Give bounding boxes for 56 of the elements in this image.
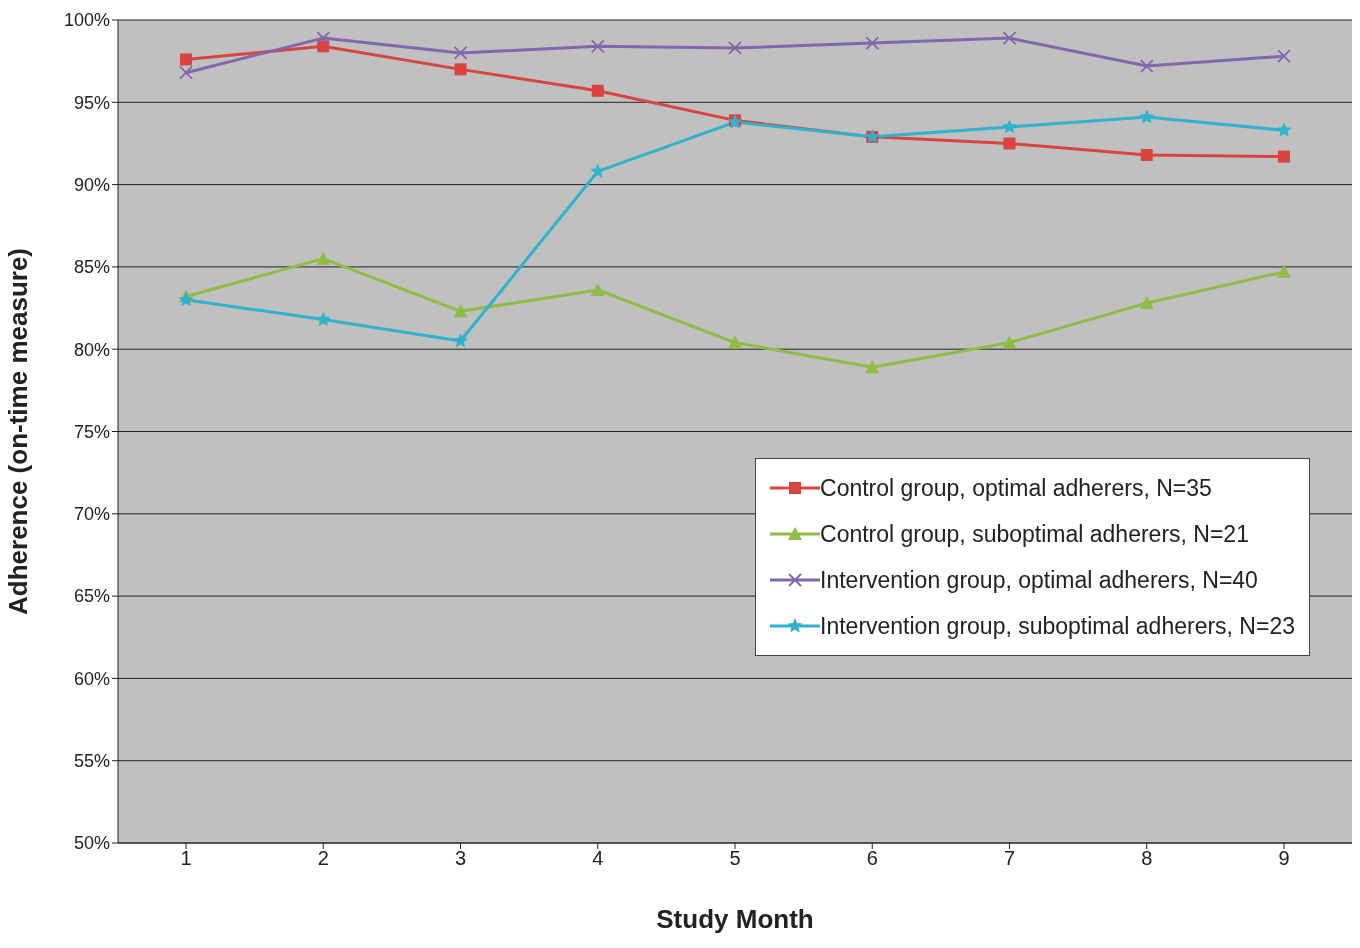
x-tick-label: 4 — [592, 847, 604, 870]
point — [180, 53, 192, 66]
x-tick-label: 6 — [866, 847, 878, 870]
x-tick-label: 8 — [1141, 847, 1153, 870]
y-tick-label: 55% — [73, 751, 110, 772]
y-tick-label: 70% — [73, 504, 110, 525]
x-tick-label: 2 — [317, 847, 329, 870]
point — [591, 84, 604, 97]
point — [590, 282, 605, 296]
point — [454, 63, 467, 76]
y-tick-label: 75% — [73, 421, 110, 442]
point — [1139, 296, 1154, 310]
point — [1278, 150, 1290, 163]
x-tick-label: 3 — [454, 847, 467, 870]
y-tick-label: 60% — [73, 668, 110, 689]
point — [1140, 148, 1153, 161]
point — [1277, 264, 1291, 278]
y-tick-label: 85% — [73, 257, 110, 278]
x-tick-label: 5 — [729, 847, 741, 870]
legend-label: Control group, optimal adherers, N=35 — [820, 474, 1212, 502]
point — [316, 31, 331, 46]
point — [865, 36, 880, 50]
y-tick-label: 65% — [73, 586, 110, 607]
point — [179, 65, 193, 80]
point — [728, 41, 742, 55]
point — [316, 251, 331, 265]
point — [452, 332, 469, 348]
point — [590, 163, 606, 178]
legend-label: Control group, suboptimal adherers, N=21 — [820, 520, 1249, 548]
point — [315, 311, 331, 327]
point — [1003, 137, 1016, 150]
point — [728, 335, 742, 349]
point — [590, 39, 605, 54]
y-tick-label: 50% — [73, 833, 110, 854]
x-tick-label: 9 — [1278, 847, 1290, 870]
point — [1001, 118, 1018, 134]
point — [1276, 122, 1292, 137]
y-tick-label: 90% — [73, 174, 110, 195]
y-tick-label: 80% — [73, 339, 110, 360]
point — [453, 46, 468, 60]
y-axis-title: Adherence (on-time measure) — [3, 248, 34, 615]
x-tick-label: 7 — [1003, 847, 1016, 870]
legend-label: Intervention group, optimal adherers, N=40 — [820, 566, 1258, 594]
y-tick-label: 100% — [63, 10, 110, 31]
legend-label: Intervention group, suboptimal adherers, N=23 — [820, 612, 1295, 640]
point — [1139, 109, 1155, 124]
point — [865, 360, 880, 374]
point — [1002, 31, 1017, 46]
point — [1002, 335, 1017, 349]
y-tick-label: 95% — [73, 92, 110, 113]
x-axis-title: Study Month — [656, 904, 814, 934]
point — [1277, 49, 1291, 64]
point — [453, 304, 468, 318]
point — [178, 291, 194, 307]
x-tick-label: 1 — [180, 847, 192, 870]
point — [1139, 59, 1154, 73]
